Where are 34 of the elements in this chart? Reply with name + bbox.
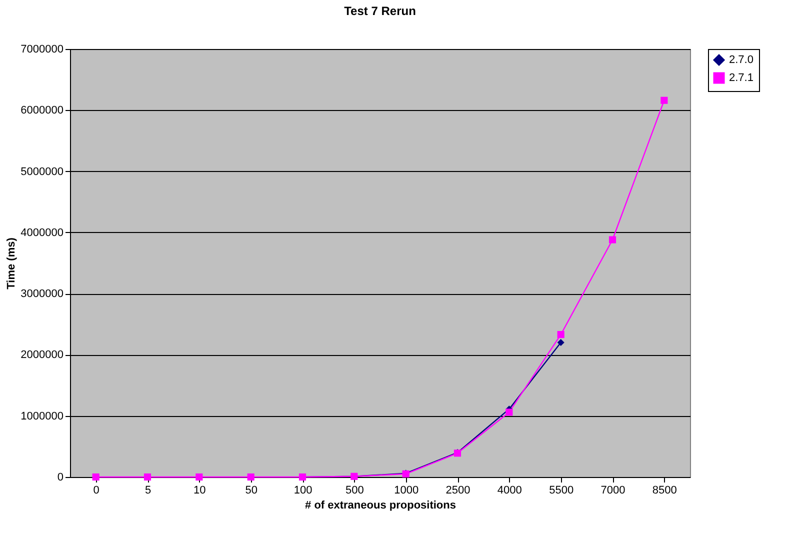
y-tick-label: 6000000 [20,104,64,117]
point [608,236,616,244]
y-tick-label: 0 [57,472,64,484]
x-tick-label: 0 [93,484,100,496]
point [506,408,513,416]
x-tick-label: 500 [345,484,364,496]
legend-label: 2.7.0 [729,54,754,66]
point [92,473,100,481]
x-tick-label: 10 [194,484,206,496]
point [660,96,668,104]
y-tick-label: 1000000 [20,410,64,422]
x-tick-label: 1000 [394,484,419,496]
x-tick-label: 5500 [549,484,574,496]
y-tick-label: 7000000 [20,44,64,56]
x-axis-title: # of extraneous propositions [305,500,456,512]
x-tick-label: 5 [144,484,152,496]
y-tick-label: 5000000 [20,166,64,178]
point [247,473,254,481]
legend-label: 2.7.1 [729,72,754,84]
point [144,473,152,481]
y-tick-label: 3000000 [20,288,64,300]
y-tick-label: 4000000 [20,226,64,239]
x-tick-label: 7000 [600,484,626,496]
point [557,338,564,346]
point [557,331,564,338]
x-tick-label: 50 [245,484,258,496]
point [196,473,203,481]
x-tick-label: 100 [294,484,312,496]
y-tick-label: 2000000 [20,349,64,362]
x-tick-label: 8500 [652,484,677,496]
x-tick-label: 4000 [497,484,522,496]
y-axis-title: Time (ms) [6,237,18,290]
x-tick-label: 2500 [446,484,470,496]
chart-title: Test 7 Rerun [344,4,416,18]
